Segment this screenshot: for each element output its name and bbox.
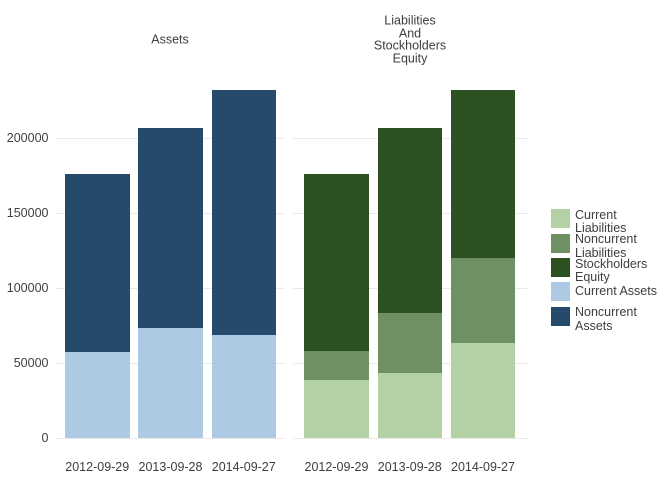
legend-swatch-stockholders-equity [551, 258, 570, 277]
legend-swatch-current-assets [551, 282, 570, 301]
segment-noncurrent-liabilities [304, 351, 369, 381]
legend-label-current-assets: Current Assets [575, 283, 657, 298]
x-tick-label-2014-09-27-panel-1: 2014-09-27 [211, 460, 276, 474]
y-tick-label-0: 0 [41, 431, 49, 445]
segment-stockholders-equity [450, 90, 516, 258]
segment-current-assets [65, 351, 130, 438]
y-tick-label-100000: 100000 [6, 281, 49, 295]
gridline-0-panel-2 [293, 438, 527, 439]
segment-noncurrent-assets [138, 127, 203, 329]
facet-title-assets: Assets [151, 32, 189, 47]
gridline-0-panel-1 [56, 438, 284, 439]
segment-current-assets [138, 328, 203, 438]
segment-current-liabilities [450, 342, 516, 438]
segment-stockholders-equity [377, 127, 442, 313]
y-tick-label-150000: 150000 [6, 206, 49, 220]
bar-2014-09-27-panel-1 [211, 90, 276, 438]
bar-2012-09-29-panel-1 [65, 173, 130, 438]
x-tick-label-2013-09-28-panel-1: 2013-09-28 [138, 460, 203, 474]
legend-swatch-current-liabilities [551, 209, 570, 228]
y-tick-label-50000: 50000 [13, 356, 49, 370]
segment-noncurrent-liabilities [450, 257, 516, 343]
segment-current-liabilities [377, 372, 442, 438]
legend-swatch-noncurrent-assets [551, 306, 570, 326]
x-tick-label-2014-09-27-panel-2: 2014-09-27 [451, 460, 515, 474]
segment-current-assets [211, 335, 276, 438]
legend-label-stockholders-equity: Stockholders Equity [575, 256, 648, 284]
y-tick-label-200000: 200000 [6, 131, 49, 145]
segment-noncurrent-assets [211, 90, 276, 336]
legend-swatch-noncurrent-liabilities [551, 233, 570, 253]
legend-label-noncurrent-liabilities: Noncurrent Liabilities [575, 232, 637, 260]
bar-2014-09-27-panel-2 [450, 90, 516, 438]
x-tick-label-2013-09-28-panel-2: 2013-09-28 [377, 460, 442, 474]
bar-2012-09-29-panel-2 [304, 173, 369, 438]
legend-label-noncurrent-assets: Noncurrent Assets [575, 305, 637, 333]
bar-2013-09-28-panel-2 [377, 127, 442, 439]
segment-noncurrent-liabilities [377, 312, 442, 373]
segment-stockholders-equity [304, 173, 369, 352]
legend-label-current-liabilities: Current Liabilities [575, 207, 627, 235]
x-tick-label-2012-09-29-panel-2: 2012-09-29 [304, 460, 369, 474]
segment-noncurrent-assets [65, 173, 130, 352]
x-tick-label-2012-09-29-panel-1: 2012-09-29 [65, 460, 130, 474]
bar-2013-09-28-panel-1 [138, 127, 203, 439]
segment-current-liabilities [304, 380, 369, 438]
facet-title-liabilities: Liabilities And Stockholders Equity [373, 13, 447, 66]
